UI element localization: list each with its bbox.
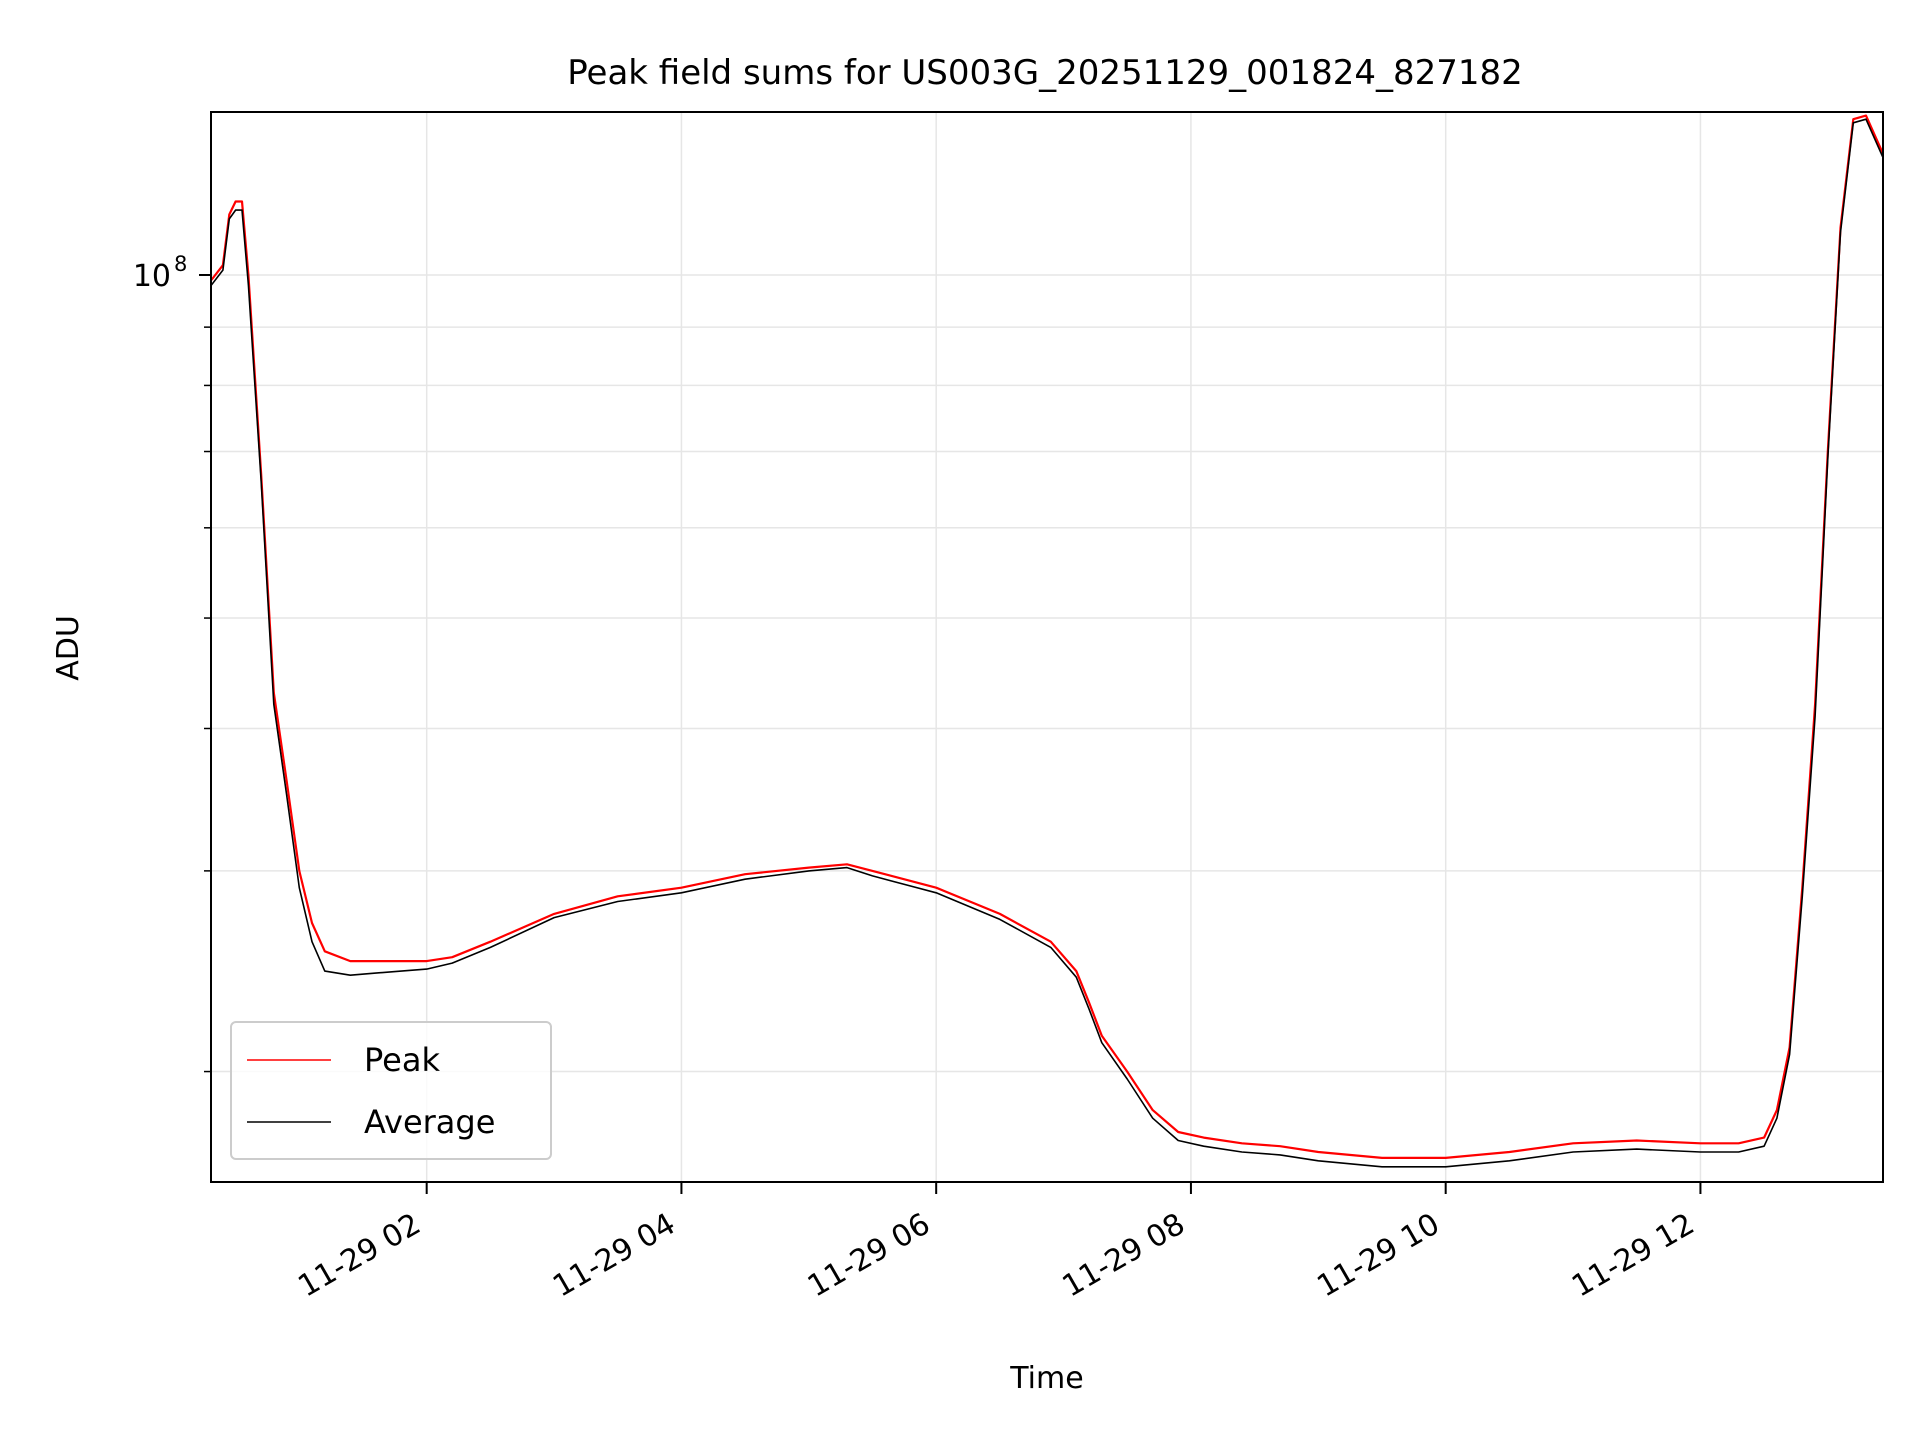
x-axis-label: Time: [1009, 1361, 1083, 1396]
chart-title: Peak field sums for US003G_20251129_0018…: [567, 53, 1523, 93]
y-tick-label-exponent: 8: [174, 252, 187, 276]
y-tick-label-base: 10: [133, 259, 171, 294]
legend: Peak Average: [230, 1021, 552, 1160]
series-line-peak: [211, 114, 1883, 1159]
legend-peak-label: Peak: [364, 1041, 440, 1079]
grid: [211, 112, 1883, 1182]
series-line-average: [211, 118, 1883, 1168]
plot-area-frame: [210, 111, 1884, 1183]
legend-frame: [230, 1021, 552, 1160]
series-layer: [211, 114, 1883, 1168]
y-axis-label: ADU: [51, 615, 86, 681]
legend-average-label: Average: [364, 1103, 495, 1141]
